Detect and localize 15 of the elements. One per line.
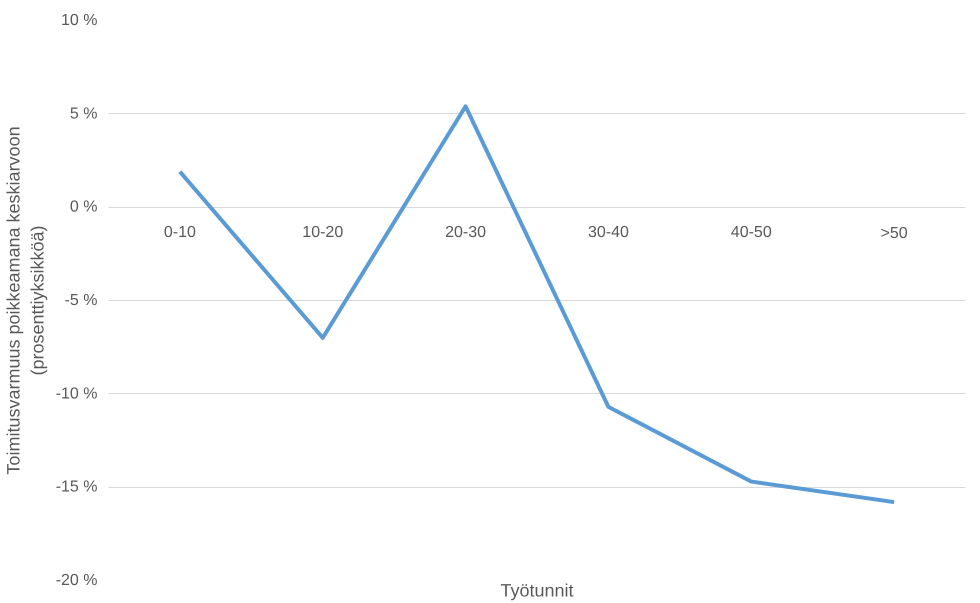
y-tick-label: -5 % bbox=[64, 292, 98, 309]
y-axis-title: Toimitusvarmuus poikkeamana keskiarvoon (prosenttiyksikköä) bbox=[4, 126, 48, 475]
x-tick-label: >50 bbox=[880, 225, 908, 242]
y-tick-label: 10 % bbox=[61, 12, 98, 29]
x-tick-label: 10-20 bbox=[302, 224, 344, 242]
y-tick-label: -20 % bbox=[56, 572, 98, 589]
x-tick-label: 40-50 bbox=[730, 224, 772, 242]
x-axis-title: Työtunnit bbox=[500, 580, 574, 600]
x-tick-label: 0-10 bbox=[164, 224, 196, 242]
x-tick-label: 30-40 bbox=[588, 224, 629, 242]
y-tick-label: -10 % bbox=[56, 385, 98, 402]
y-tick-label: -15 % bbox=[56, 478, 98, 496]
y-tick-label: 0 % bbox=[70, 198, 98, 216]
y-tick-label: 5 % bbox=[70, 105, 98, 122]
x-tick-label: 20-30 bbox=[445, 224, 486, 242]
